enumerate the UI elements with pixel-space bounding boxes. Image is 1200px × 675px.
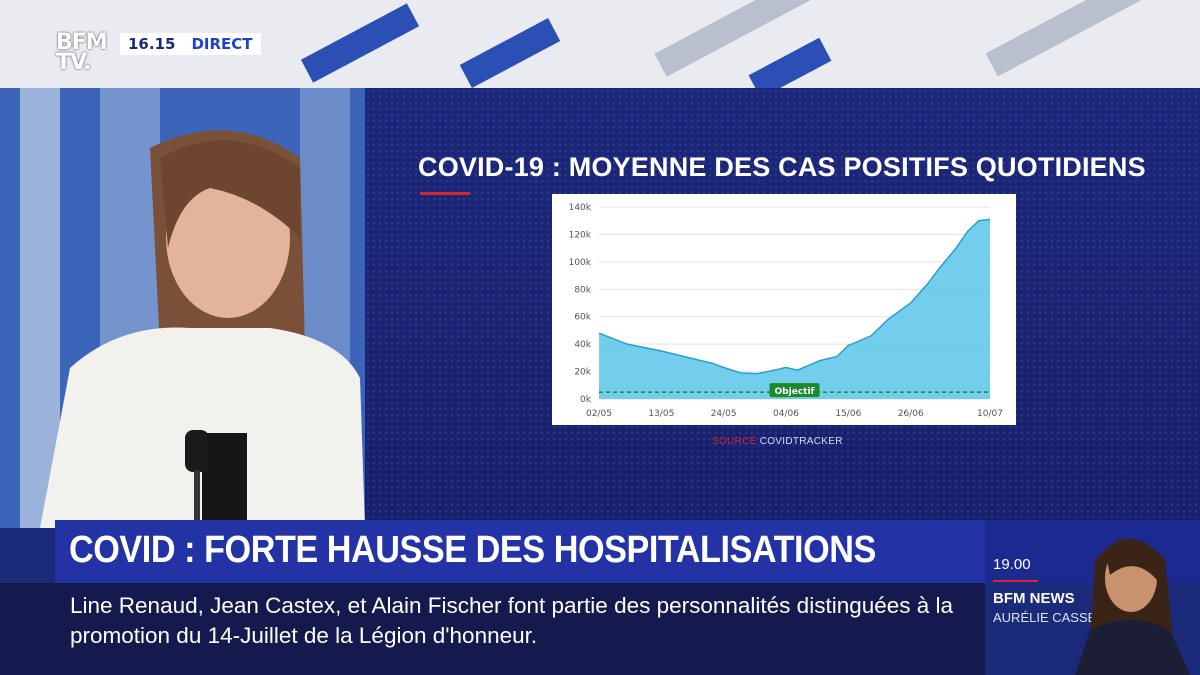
headline: COVID : FORTE HAUSSE DES HOSPITALISATION… (69, 529, 876, 571)
x-tick-label: 26/06 (898, 409, 924, 419)
title-underline (420, 192, 470, 195)
y-tick-label: 100k (569, 258, 592, 268)
x-tick-label: 13/05 (648, 409, 674, 419)
x-tick-label: 10/07 (977, 409, 1003, 419)
studio-background-left (0, 88, 365, 528)
clock: 16.15 (120, 33, 184, 55)
series-line (598, 218, 991, 375)
chart-plot: 0k 20k 40k 60k 80k 100k 120k 140k Objectif 02/05 1… (569, 203, 1003, 419)
x-tick-label: 15/06 (835, 409, 861, 419)
y-tick-label: 20k (574, 368, 591, 378)
x-tick-label: 02/05 (586, 409, 612, 419)
next-program-time: 19.00 (993, 556, 1031, 573)
y-tick-label: 120k (569, 230, 592, 240)
objective-label-box (769, 383, 820, 398)
chart-graphic: COVID-19 : MOYENNE DES CAS POSITIFS QUOT… (365, 88, 1200, 520)
source-name: COVIDTRACKER (759, 436, 843, 447)
y-tick-label: 40k (574, 340, 591, 350)
presenter-image (40, 130, 365, 528)
x-tick-label: 04/06 (773, 409, 799, 419)
chart-card: 0k 20k 40k 60k 80k 100k 120k 140k Objectif 02/05 1… (552, 194, 1016, 425)
ticker-text: Line Renaud, Jean Castex, et Alain Fisch… (70, 593, 954, 648)
y-tick-label: 60k (574, 313, 591, 323)
y-tick-label: 140k (569, 203, 592, 213)
series-area (599, 219, 990, 399)
source-prefix: SOURCE (712, 436, 757, 447)
objective-label: Objectif (775, 387, 815, 397)
host-photo (1075, 538, 1190, 675)
source-line: SOURCE COVIDTRACKER (712, 436, 843, 447)
chart-title: COVID-19 : MOYENNE DES CAS POSITIFS QUOT… (418, 152, 1146, 182)
next-program-host: AURÉLIE CASSE (993, 610, 1097, 625)
next-program: 19.00 BFM NEWS AURÉLIE CASSE (985, 520, 1200, 675)
y-tick-label: 80k (574, 285, 591, 295)
next-program-divider (993, 580, 1038, 582)
channel-logo: BFM TV. (56, 30, 108, 75)
news-ticker: Line Renaud, Jean Castex, et Alain Fisch… (0, 583, 985, 675)
next-program-show: BFM NEWS (993, 590, 1075, 607)
x-tick-label: 24/05 (711, 409, 737, 419)
headline-bar: COVID : FORTE HAUSSE DES HOSPITALISATION… (55, 520, 985, 583)
clock-bar: 16.15 DIRECT (120, 33, 261, 55)
live-tag: DIRECT (183, 33, 261, 55)
y-tick-label: 0k (580, 395, 592, 405)
